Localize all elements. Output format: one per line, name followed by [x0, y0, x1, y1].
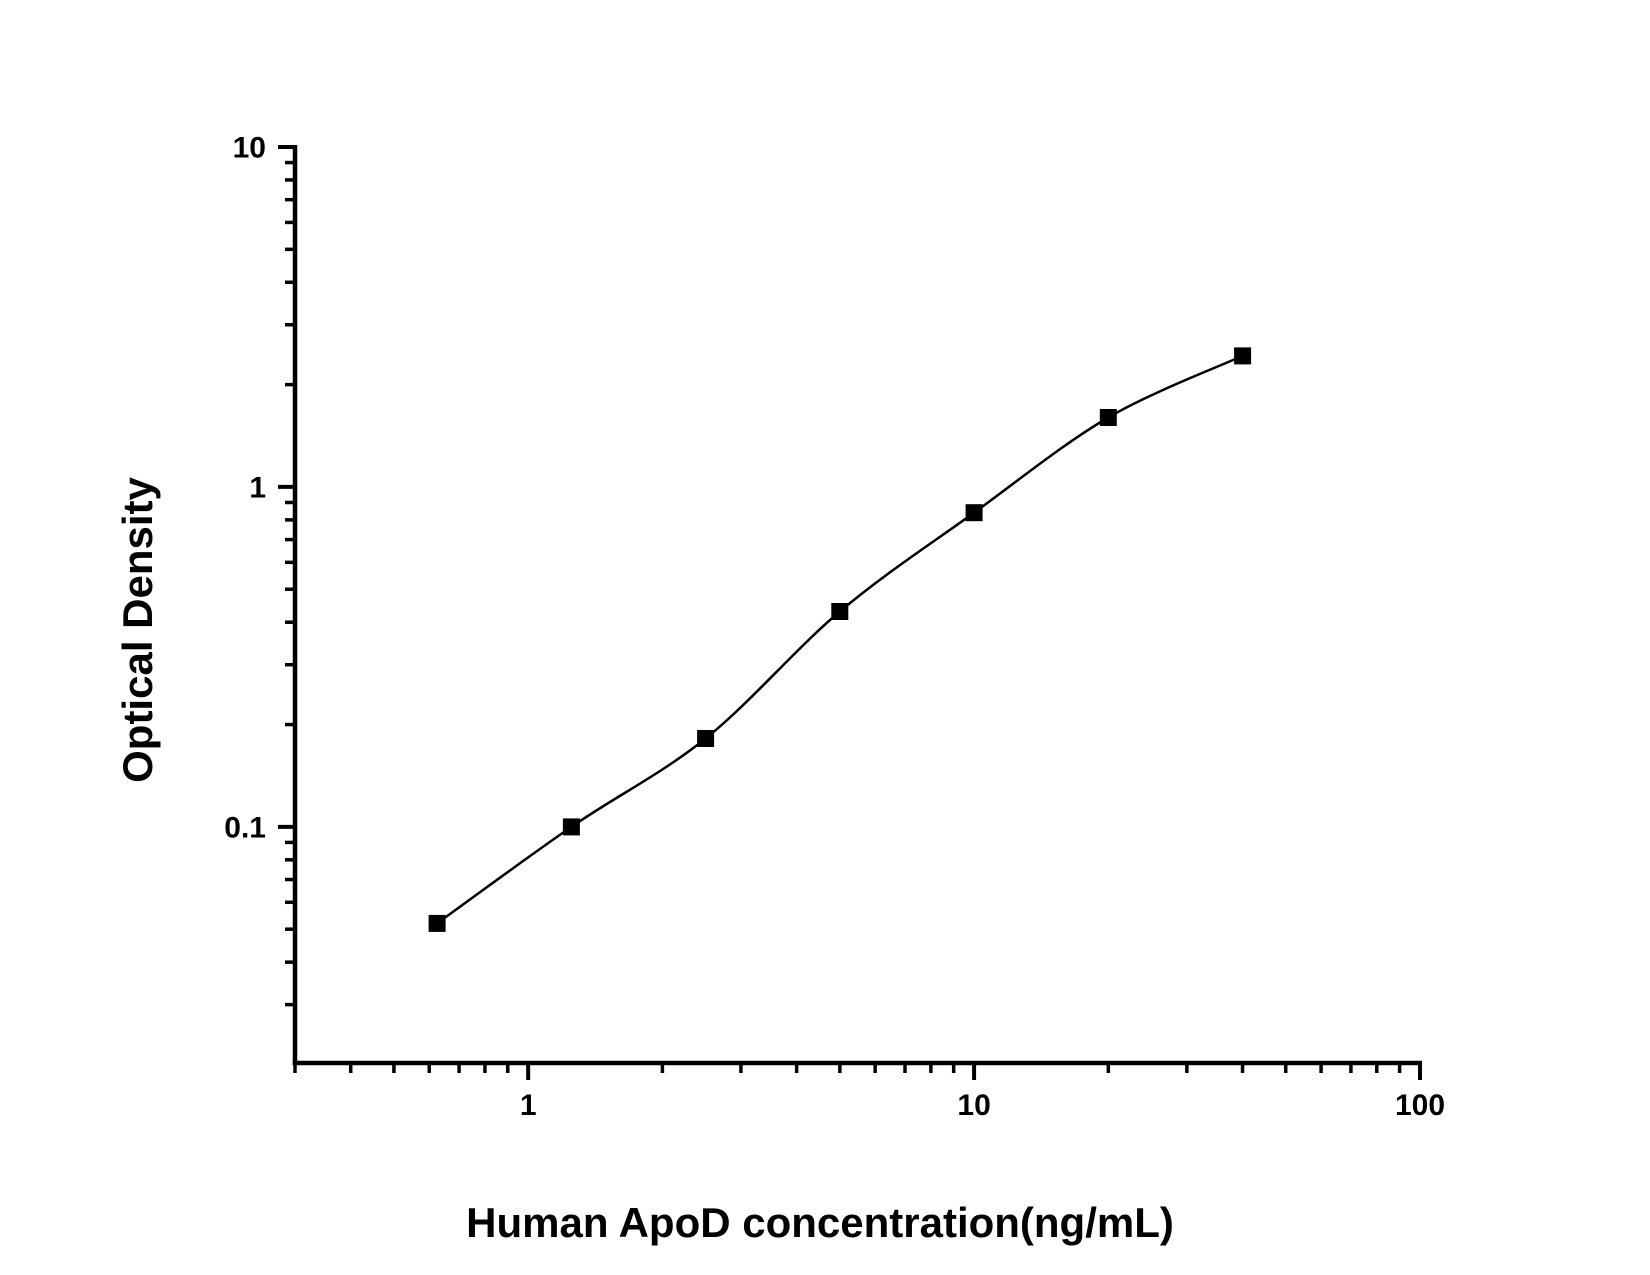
data-point-marker	[1099, 409, 1117, 426]
data-point-marker	[965, 504, 983, 522]
y-axis-ticks	[278, 145, 295, 1007]
data-point-marker	[831, 603, 849, 620]
x-axis-tick-labels: 1 10 100	[520, 1089, 1445, 1122]
x-axis-ticks	[293, 1063, 1422, 1080]
x-tick-label: 1	[520, 1089, 537, 1122]
y-tick-label: 0.1	[224, 811, 266, 844]
curve-line	[436, 354, 1244, 925]
y-tick-label: 10	[233, 132, 266, 165]
x-axis-title: Human ApoD concentration(ng/mL)	[466, 1199, 1174, 1246]
x-tick-label: 10	[957, 1089, 990, 1122]
y-axis-tick-labels: 0.1 1 10	[224, 132, 266, 845]
data-point-marker	[562, 818, 580, 836]
y-tick-label: 1	[249, 471, 266, 504]
data-point-marker	[428, 914, 446, 932]
data-point-marker	[697, 730, 715, 747]
y-axis-title: Optical Density	[114, 476, 161, 782]
data-point-marker	[1234, 347, 1252, 365]
x-tick-label: 100	[1395, 1089, 1445, 1122]
data-points	[428, 347, 1252, 932]
